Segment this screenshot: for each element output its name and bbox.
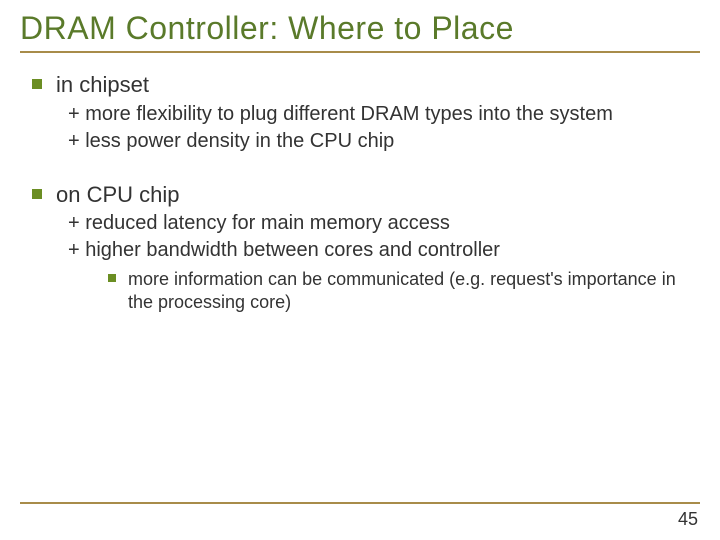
- l2-point: + higher bandwidth between cores and con…: [32, 237, 700, 264]
- square-bullet-icon: [108, 274, 116, 282]
- footer-rule: [20, 502, 700, 504]
- page-number: 45: [678, 509, 698, 530]
- bullet-l3: more information can be communicated (e.…: [108, 268, 700, 315]
- square-bullet-icon: [32, 79, 42, 89]
- nested-block: more information can be communicated (e.…: [32, 268, 700, 315]
- title-underline: [20, 51, 700, 53]
- l2-point: + more flexibility to plug different DRA…: [32, 101, 700, 128]
- l1-heading: in chipset: [56, 71, 149, 99]
- slide: DRAM Controller: Where to Place in chips…: [0, 0, 720, 540]
- square-bullet-icon: [32, 189, 42, 199]
- bullet-l1: on CPU chip: [32, 181, 700, 209]
- slide-title: DRAM Controller: Where to Place: [20, 10, 700, 47]
- l1-heading: on CPU chip: [56, 181, 180, 209]
- l2-point: + less power density in the CPU chip: [32, 128, 700, 155]
- section-spacer: [32, 155, 700, 181]
- content-area: in chipset + more flexibility to plug di…: [20, 71, 700, 315]
- l3-point: more information can be communicated (e.…: [128, 268, 700, 315]
- l2-point: + reduced latency for main memory access: [32, 210, 700, 237]
- bullet-l1: in chipset: [32, 71, 700, 99]
